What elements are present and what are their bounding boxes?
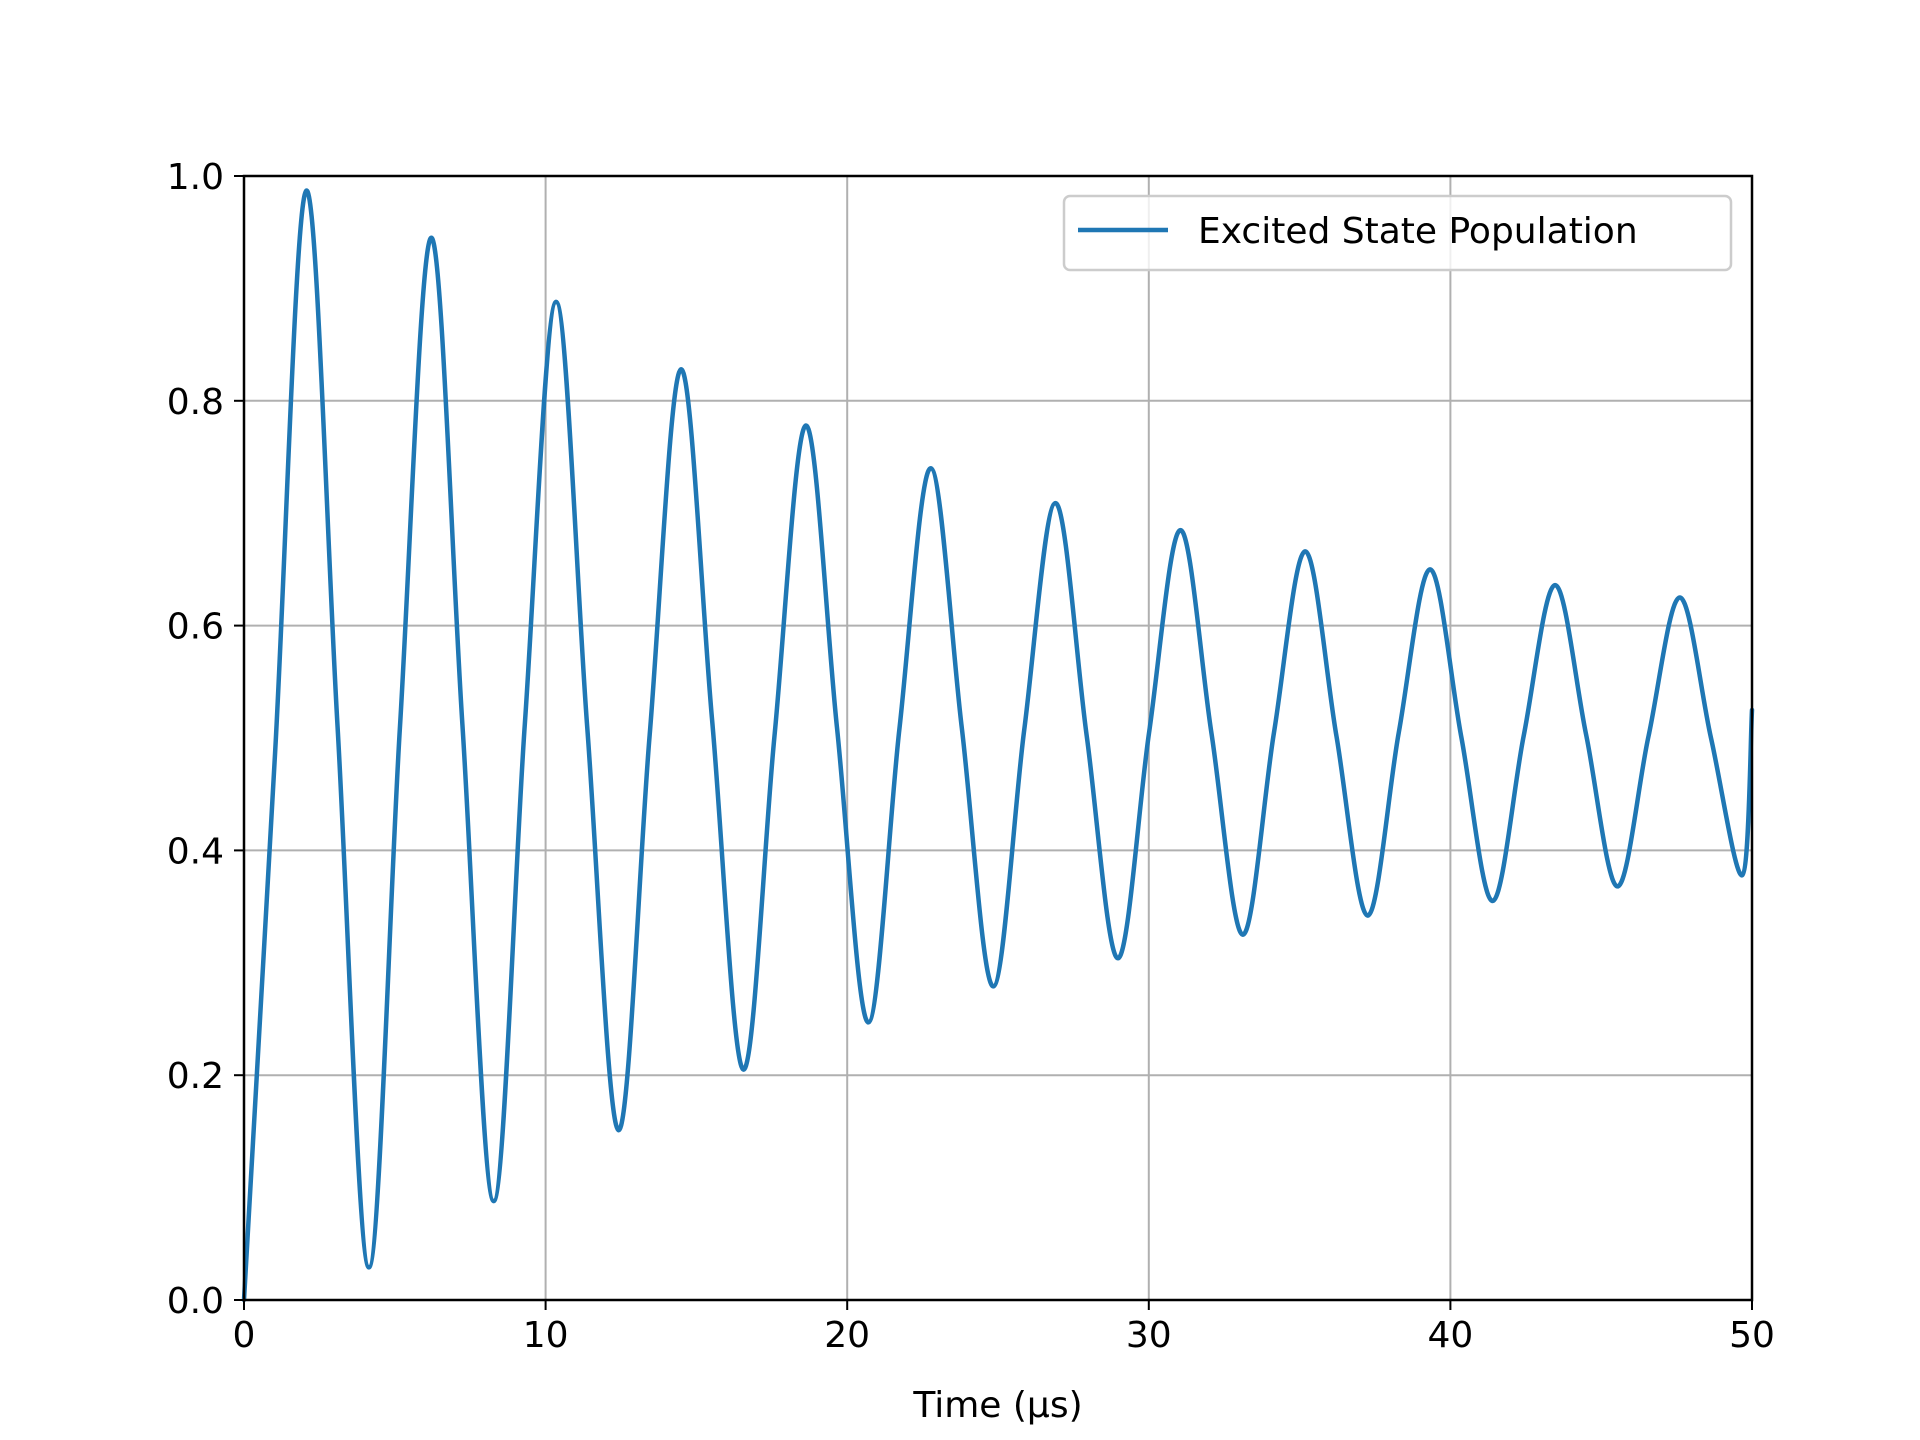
x-axis-label: Time (μs) [912,1385,1082,1426]
y-tick-label: 0.8 [167,382,224,423]
x-tick-label: 0 [233,1315,256,1356]
plot-series [241,188,1755,1303]
legend: Excited State Population [1062,194,1733,272]
grid [243,175,1753,1301]
y-tick-label: 0.2 [167,1056,224,1097]
y-tick-label: 0.6 [167,607,224,648]
x-tick-label: 50 [1729,1315,1775,1356]
y-tick-label: 0.4 [167,831,224,872]
plot-frame [242,174,1754,1302]
legend-label: Excited State Population [1198,211,1638,252]
x-tick-label: 10 [523,1315,569,1356]
series-line [241,188,1755,1303]
axis-ticks: 0 10 20 30 40 50 0.0 0.2 0.4 0.6 0.8 1.0 [167,157,1775,1356]
legend-box [1062,194,1733,272]
x-tick-label: 20 [824,1315,870,1356]
x-tick-label: 40 [1427,1315,1473,1356]
x-tick-label: 30 [1126,1315,1172,1356]
y-tick-label: 0.0 [167,1281,224,1322]
y-tick-label: 1.0 [167,157,224,198]
